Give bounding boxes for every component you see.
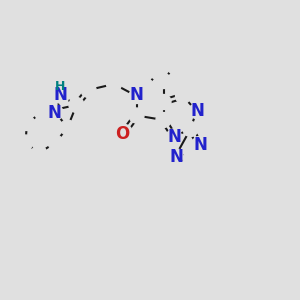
Circle shape <box>156 74 171 88</box>
Circle shape <box>129 88 144 104</box>
Circle shape <box>20 116 34 130</box>
Circle shape <box>54 88 69 104</box>
Text: N: N <box>168 128 182 146</box>
Circle shape <box>146 58 160 74</box>
Circle shape <box>167 129 182 144</box>
Text: N: N <box>53 86 67 104</box>
Circle shape <box>192 136 207 152</box>
Circle shape <box>168 148 183 164</box>
Circle shape <box>69 98 84 112</box>
Text: N: N <box>169 148 183 166</box>
Circle shape <box>156 94 171 110</box>
Circle shape <box>196 150 211 165</box>
Text: N: N <box>194 136 207 154</box>
Circle shape <box>129 108 144 123</box>
Circle shape <box>150 64 165 80</box>
Circle shape <box>60 120 75 135</box>
Text: N: N <box>130 86 143 104</box>
Circle shape <box>106 76 122 92</box>
Circle shape <box>18 135 33 150</box>
Circle shape <box>81 82 96 98</box>
Text: N: N <box>190 102 204 120</box>
Circle shape <box>189 103 204 118</box>
Circle shape <box>117 124 132 140</box>
Text: O: O <box>115 125 129 143</box>
Text: H: H <box>55 80 65 93</box>
Circle shape <box>34 105 50 120</box>
Circle shape <box>167 58 182 74</box>
Circle shape <box>183 152 198 166</box>
Circle shape <box>176 88 190 104</box>
Text: N: N <box>48 104 62 122</box>
Circle shape <box>140 80 154 94</box>
Circle shape <box>183 122 198 136</box>
Circle shape <box>48 135 63 150</box>
Circle shape <box>48 105 63 120</box>
Circle shape <box>32 146 46 160</box>
Circle shape <box>156 112 171 128</box>
